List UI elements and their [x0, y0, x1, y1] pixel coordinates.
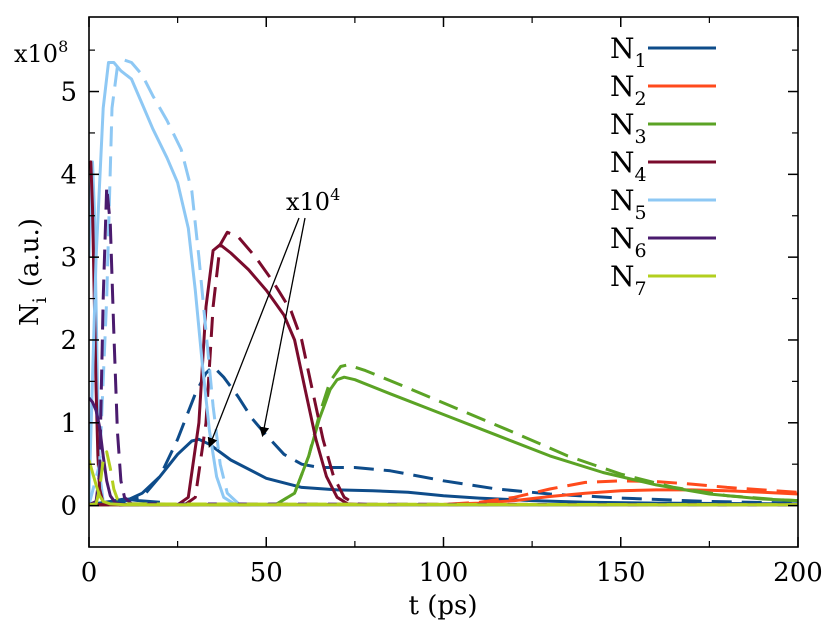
series-n7-solid-line — [89, 459, 798, 507]
series-n2-dashed-line — [89, 479, 798, 507]
y-axis-label: Ni (a.u.) — [15, 218, 51, 326]
annotation-arrow — [259, 217, 306, 438]
y-multiplier: x108 — [14, 37, 68, 68]
legend-label: N7 — [610, 260, 647, 300]
legend-entry-n6: N6 — [610, 222, 716, 262]
legend-entry-n2: N2 — [610, 70, 716, 110]
legend-entry-n5: N5 — [610, 184, 716, 224]
y-tick-label: 3 — [60, 243, 77, 273]
series-n3-solid-line — [89, 375, 798, 507]
x-tick-label: 50 — [250, 558, 283, 588]
series-n6-dashed-line — [89, 185, 798, 507]
series-n5-dashed-line — [89, 58, 798, 507]
x-tick-label: 100 — [419, 558, 469, 588]
series-layer — [89, 58, 798, 507]
y-multiplier-base: x10 — [14, 40, 58, 68]
series-n5-solid-line — [89, 61, 798, 507]
y-tick-label: 4 — [60, 160, 77, 190]
y-axis-label-sub: i — [29, 297, 51, 303]
x-tick-label: 0 — [81, 558, 98, 588]
annotation-arrow — [207, 217, 300, 448]
legend-label: N3 — [610, 108, 647, 148]
series-n3-dashed-line — [89, 363, 798, 507]
legend-entry-n3: N3 — [610, 108, 716, 148]
series-n7-dashed-line — [89, 450, 798, 507]
svg-text:x104: x104 — [286, 185, 340, 216]
y-tick-label: 2 — [60, 326, 77, 356]
y-axis-label-main: N — [15, 303, 45, 326]
legend-entry-n4: N4 — [610, 146, 716, 186]
legend-label: N4 — [610, 146, 647, 186]
y-tick-label: 5 — [60, 78, 77, 108]
series-n4-dashed-line — [89, 230, 798, 507]
annotation-exp: 4 — [330, 185, 340, 204]
ticks-layer: 0 50 100 150 200 0 1 2 3 4 5 — [60, 17, 823, 588]
series-n1-dashed-line — [89, 365, 798, 507]
x-tick-label: 150 — [596, 558, 646, 588]
legend-label: N6 — [610, 222, 647, 262]
series-n4-solid-line — [89, 243, 798, 507]
annotation: x104 — [207, 185, 340, 448]
legend-label: N5 — [610, 184, 647, 224]
annotation-base: x10 — [286, 188, 330, 216]
legend-entry-n7: N7 — [610, 260, 716, 300]
y-tick-label: 1 — [60, 409, 77, 439]
y-tick-label: 0 — [60, 492, 77, 522]
legend-label: N1 — [610, 32, 647, 72]
x-tick-label: 200 — [773, 558, 823, 588]
legend-label: N2 — [610, 70, 647, 110]
y-multiplier-exp: 8 — [58, 37, 68, 56]
legend-entry-n1: N1 — [610, 32, 716, 72]
svg-text:Ni(a.u.): Ni (a.u.) — [15, 218, 51, 326]
x-axis-label: t (ps) — [409, 591, 478, 621]
svg-text:x108: x108 — [14, 37, 68, 68]
y-axis-label-unit: (a.u.) — [15, 218, 45, 287]
annotation-arrows — [207, 217, 306, 448]
